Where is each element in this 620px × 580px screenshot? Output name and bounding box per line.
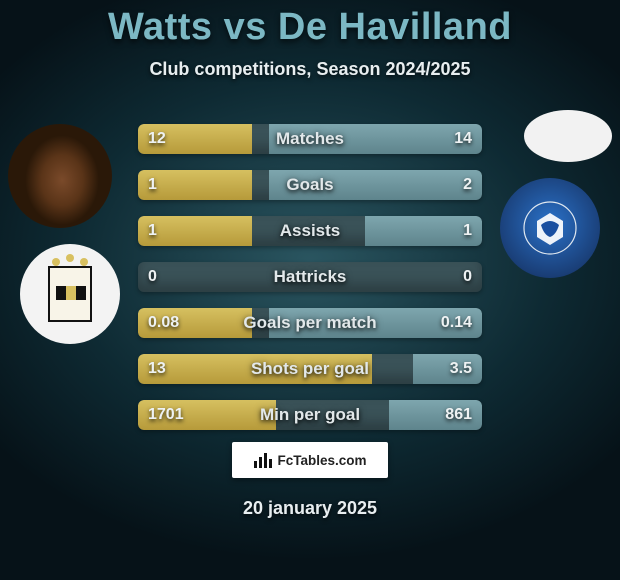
stat-right-value: 1 bbox=[463, 222, 472, 240]
footer-date: 20 january 2025 bbox=[243, 498, 377, 519]
bars-chart-icon bbox=[253, 451, 273, 469]
stat-row: 1 2 Goals bbox=[138, 170, 482, 200]
stat-label: Shots per goal bbox=[251, 359, 369, 379]
player-left-face bbox=[8, 124, 112, 228]
stat-label: Assists bbox=[280, 221, 340, 241]
stat-row: 12 14 Matches bbox=[138, 124, 482, 154]
stat-left-value: 1701 bbox=[148, 406, 184, 424]
stat-right-value: 0.14 bbox=[441, 314, 472, 332]
club-badge-icon bbox=[519, 197, 581, 259]
stat-left-value: 0 bbox=[148, 268, 157, 286]
stat-left-value: 0.08 bbox=[148, 314, 179, 332]
club-right-crest bbox=[500, 178, 600, 278]
site-label: FcTables.com bbox=[277, 453, 366, 468]
stat-label: Hattricks bbox=[274, 267, 347, 287]
shield-icon bbox=[48, 266, 92, 322]
stat-right-value: 14 bbox=[454, 130, 472, 148]
stat-row: 13 3.5 Shots per goal bbox=[138, 354, 482, 384]
content-root: Watts vs De Havilland Club competitions,… bbox=[0, 0, 620, 580]
stat-row: 1 1 Assists bbox=[138, 216, 482, 246]
stat-label: Goals per match bbox=[243, 313, 376, 333]
stat-label: Min per goal bbox=[260, 405, 360, 425]
stat-left-value: 1 bbox=[148, 176, 157, 194]
comparison-bars: 1214Matches12Goals11Assists00Hattricks0.… bbox=[138, 124, 482, 446]
page-title: Watts vs De Havilland bbox=[0, 0, 620, 49]
stat-label: Goals bbox=[286, 175, 333, 195]
stat-right-value: 861 bbox=[445, 406, 472, 424]
stat-left-value: 13 bbox=[148, 360, 166, 378]
stat-left-value: 12 bbox=[148, 130, 166, 148]
club-left-crest bbox=[20, 244, 120, 344]
site-badge[interactable]: FcTables.com bbox=[232, 442, 388, 478]
player-left-avatar bbox=[8, 124, 112, 228]
stat-row: 1701 861 Min per goal bbox=[138, 400, 482, 430]
stat-right-value: 2 bbox=[463, 176, 472, 194]
stat-right-value: 0 bbox=[463, 268, 472, 286]
stat-label: Matches bbox=[276, 129, 344, 149]
stat-left-value: 1 bbox=[148, 222, 157, 240]
player-right-avatar bbox=[524, 110, 612, 162]
page-subtitle: Club competitions, Season 2024/2025 bbox=[0, 59, 620, 80]
stat-right-value: 3.5 bbox=[450, 360, 472, 378]
stat-row: 0.08 0.14 Goals per match bbox=[138, 308, 482, 338]
stat-row: 0 0 Hattricks bbox=[138, 262, 482, 292]
